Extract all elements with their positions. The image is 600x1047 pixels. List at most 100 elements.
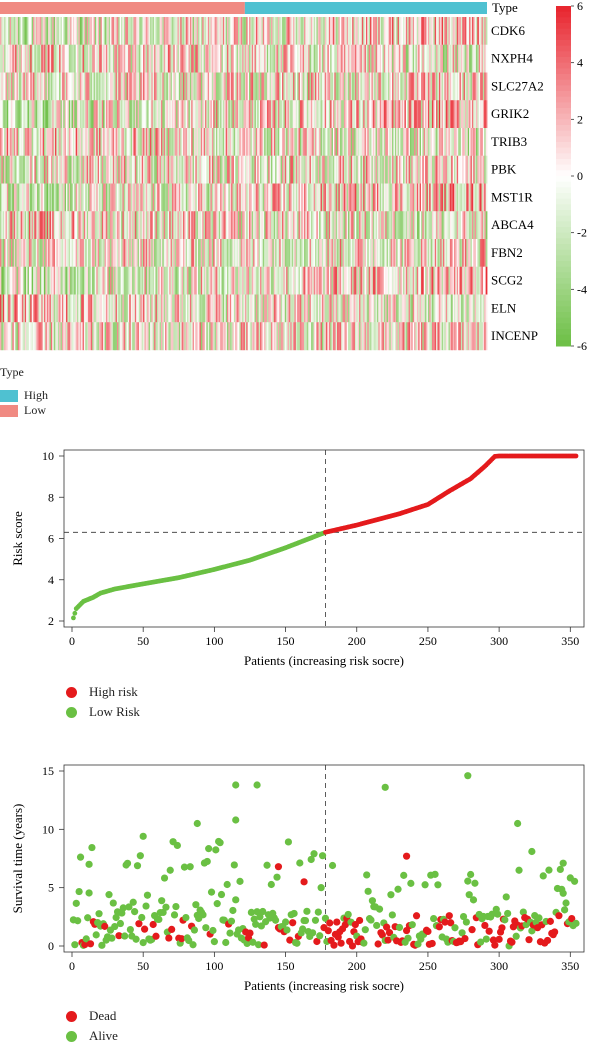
heatmap-cell [279,239,282,267]
heatmap-cell [38,322,41,351]
heatmap-cell [321,155,324,184]
heatmap-cell [125,128,127,156]
heatmap-cell [261,100,264,129]
heatmap-cell [477,155,480,184]
heatmap-cell [226,155,229,184]
gene-label: FBN2 [491,245,523,260]
heatmap-cell [207,183,210,212]
heatmap-cell [396,128,398,156]
heatmap-cell [136,17,138,45]
heatmap-cell [286,155,288,184]
heatmap-cell [240,322,243,351]
heatmap-cell [279,100,282,129]
heatmap-cell [88,322,90,351]
heatmap-cell [459,294,462,323]
heatmap-cell [148,294,151,323]
heatmap-cell [452,239,455,267]
heatmap-cell [246,17,249,45]
heatmap-cell [211,211,214,240]
heatmap-cell [31,183,34,212]
heatmap-cell [262,72,265,101]
heatmap-cell [214,211,217,240]
heatmap-cell [209,17,211,45]
heatmap-cell [77,183,79,212]
heatmap-cell [376,239,379,267]
heatmap-cell [297,266,299,295]
heatmap-cell [16,266,19,295]
heatmap-cell [79,72,82,101]
heatmap-cell [477,211,480,240]
heatmap-cell [258,239,261,267]
heatmap-cell [210,322,213,351]
heatmap-cell [309,100,312,129]
heatmap-cell [187,266,189,295]
heatmap-cell [132,294,134,323]
heatmap-cell [284,155,287,184]
heatmap-cell [236,128,239,156]
heatmap-cell [305,183,308,212]
heatmap-cell [30,239,33,267]
heatmap-cell [119,239,122,267]
heatmap-cell [71,266,74,295]
heatmap-cell [414,239,416,267]
heatmap-cell [130,17,133,45]
heatmap-cell [9,100,12,129]
heatmap-cell [272,322,275,351]
heatmap-cell [204,17,207,45]
heatmap-cell [268,211,271,240]
heatmap-cell [257,183,260,212]
heatmap-cell [319,211,321,240]
heatmap-cell [393,155,396,184]
heatmap-cell [118,211,121,240]
heatmap-cell [408,100,411,129]
heatmap-cell [445,239,448,267]
heatmap-cell [474,128,477,156]
heatmap-cell [174,100,177,129]
heatmap-cell [116,128,119,156]
heatmap-cell [381,128,383,156]
survival-point [109,899,117,907]
heatmap-cell [86,322,89,351]
heatmap-cell [240,44,243,73]
heatmap-cell [162,128,165,156]
heatmap-cell [466,44,469,73]
heatmap-cell [295,155,298,184]
heatmap-cell [426,17,429,45]
heatmap-cell [254,266,257,295]
heatmap-cell [301,322,304,351]
heatmap-cell [425,322,427,351]
heatmap-cell [187,17,189,45]
heatmap-cell [288,322,291,351]
heatmap-cell [326,44,328,73]
heatmap-cell [111,266,114,295]
heatmap-cell [72,322,75,351]
heatmap-cell [184,239,187,267]
heatmap-cell [420,155,423,184]
heatmap-cell [12,17,15,45]
heatmap-cell [8,17,11,45]
survival-point [227,917,236,925]
heatmap-cell [147,322,149,351]
survival-point [378,931,386,939]
heatmap-cell [171,44,174,73]
heatmap-cell [217,17,220,45]
heatmap-cell [209,100,211,129]
heatmap-cell [441,155,444,184]
heatmap-cell [327,128,330,156]
heatmap-cell [20,322,23,351]
heatmap-cell [359,266,361,295]
heatmap-cell [442,72,445,101]
heatmap-cell [70,266,72,295]
heatmap-cell [210,128,213,156]
heatmap-cell [361,183,364,212]
colorbar-segment [556,68,571,75]
heatmap-cell [28,183,31,212]
heatmap-cell [250,322,253,351]
heatmap-cell [341,239,343,267]
heatmap-cell [4,183,6,212]
heatmap-cell [126,266,129,295]
heatmap-cell [159,294,162,323]
heatmap-cell [163,211,166,240]
heatmap-cell [23,294,26,323]
heatmap-cell [480,155,482,184]
